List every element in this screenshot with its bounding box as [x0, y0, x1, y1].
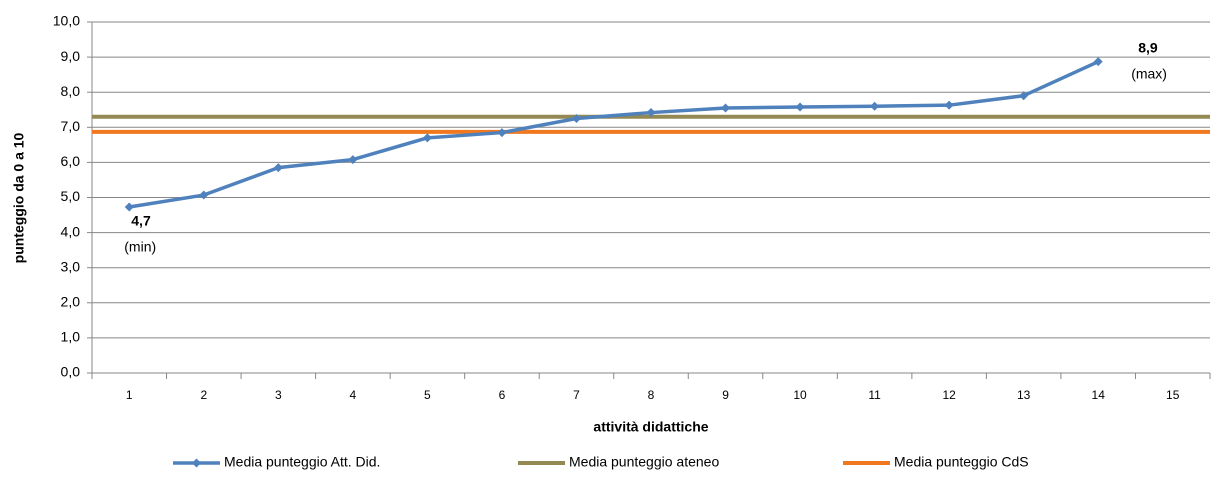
y-tick-label: 7,0: [61, 118, 81, 134]
x-tick-label: 3: [275, 388, 282, 402]
point-marker: [273, 163, 283, 173]
x-tick-label: 10: [793, 388, 807, 402]
series-line: [128, 60, 1099, 209]
legend-marker: [192, 458, 201, 468]
y-tick-label: 5,0: [61, 188, 81, 204]
y-axis-label: punteggio da 0 a 10: [11, 132, 27, 263]
x-tick-label: 12: [942, 388, 956, 402]
y-tick-label: 4,0: [61, 223, 81, 239]
x-tick-label: 9: [722, 388, 729, 402]
point-marker: [497, 128, 507, 138]
x-tick-label: 14: [1092, 388, 1106, 402]
point-marker: [795, 102, 805, 112]
legend-label: Media punteggio ateneo: [569, 454, 719, 470]
point-marker: [571, 114, 581, 124]
x-tick-label: 1: [126, 388, 133, 402]
point-marker: [944, 100, 954, 110]
x-axis-label: attività didattiche: [593, 419, 708, 435]
x-tick-label: 13: [1017, 388, 1031, 402]
x-tick-label: 5: [424, 388, 431, 402]
point-marker: [646, 108, 656, 118]
x-tick-label: 6: [499, 388, 506, 402]
data-label: 4,7: [131, 213, 151, 229]
legend-label: Media punteggio Att. Did.: [224, 454, 380, 470]
x-tick-label: 15: [1166, 388, 1180, 402]
y-tick-label: 8,0: [61, 83, 81, 99]
y-tick-label: 10,0: [53, 13, 80, 29]
y-tick-label: 0,0: [61, 364, 81, 380]
x-tick-label: 4: [350, 388, 357, 402]
point-marker: [199, 190, 209, 200]
y-tick-label: 1,0: [61, 329, 81, 345]
point-marker: [1093, 57, 1103, 67]
x-tick-label: 11: [868, 388, 881, 402]
point-marker: [422, 133, 432, 143]
y-tick-label: 3,0: [61, 258, 81, 274]
y-tick-label: 2,0: [61, 294, 81, 310]
point-marker: [721, 103, 731, 113]
legend-label: Media punteggio CdS: [894, 454, 1029, 470]
point-marker: [348, 155, 358, 165]
y-tick-label: 9,0: [61, 48, 81, 64]
y-tick-label: 6,0: [61, 153, 81, 169]
point-marker: [124, 202, 134, 212]
x-tick-label: 8: [648, 388, 655, 402]
x-tick-label: 2: [200, 388, 207, 402]
annotation: (max): [1131, 65, 1167, 81]
data-label: 8,9: [1138, 39, 1158, 55]
point-marker: [870, 101, 880, 111]
point-marker: [1019, 91, 1029, 101]
annotation: (min): [124, 239, 156, 255]
x-tick-label: 7: [573, 388, 580, 402]
